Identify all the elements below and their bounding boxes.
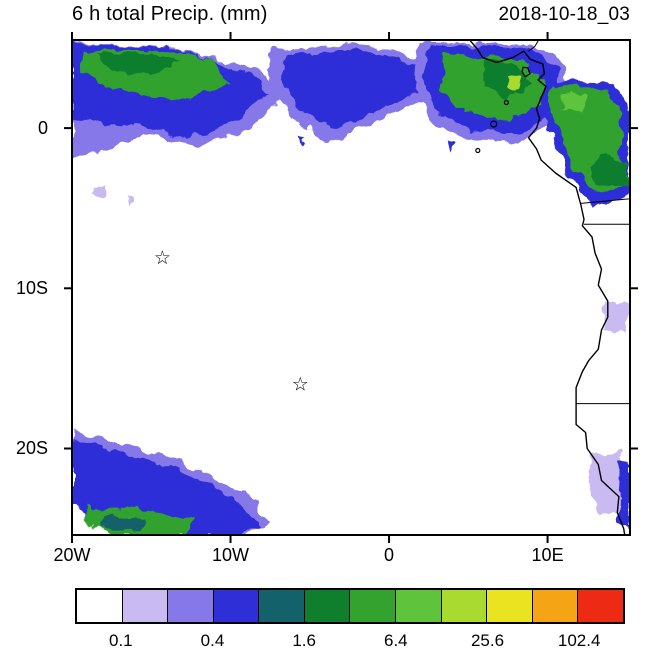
precip-region — [561, 92, 589, 113]
x-tick-label: 0 — [384, 545, 395, 565]
precip-region — [587, 450, 627, 516]
precip-region — [617, 461, 630, 529]
chart-timestamp: 2018-10-18_03 — [498, 4, 630, 25]
x-tick-label: 20W — [53, 545, 91, 565]
precip-region — [297, 136, 305, 146]
x-tick-label: 10E — [531, 545, 564, 565]
colorbar-cell-3 — [213, 590, 260, 622]
colorbar-label: 6.4 — [384, 631, 408, 650]
precip-region — [279, 49, 431, 130]
precip-region — [127, 195, 136, 205]
precip-region — [507, 76, 521, 89]
africa-coastline — [468, 40, 626, 535]
precip-region — [484, 59, 532, 100]
annobon-island — [475, 147, 481, 154]
colorbar-label: 1.6 — [292, 631, 316, 650]
colorbar-label: 0.1 — [109, 631, 133, 650]
y-tick-label: 20S — [15, 438, 48, 459]
colorbar-cell-10 — [532, 590, 579, 622]
bioko-island-coast — [521, 66, 531, 78]
figure-header: 6 h total Precip. (mm) 2018-10-18_03 — [72, 3, 630, 26]
colorbar-cell-1 — [122, 590, 169, 622]
colorbar-cell-6 — [350, 590, 397, 622]
map-clip-group — [72, 40, 630, 535]
congo-border-north — [580, 198, 630, 204]
storm-center-marker: ☆ — [154, 247, 171, 269]
y-tick-label: 10S — [15, 278, 48, 299]
colorbar-cell-11 — [578, 590, 623, 622]
precip-region — [92, 185, 107, 197]
precip-region — [604, 301, 630, 335]
colorbar-cell-4 — [259, 590, 305, 622]
axis-ticks — [64, 32, 638, 543]
precip-region — [446, 142, 454, 153]
colorbar-cell-7 — [396, 590, 442, 622]
precip-region — [95, 52, 180, 74]
nigeria-cameroon-border — [528, 40, 540, 52]
colorbar-cell-8 — [441, 590, 488, 622]
sao-tome-island — [490, 120, 498, 128]
colorbar-cell-0 — [77, 590, 123, 622]
colorbar-cell-5 — [304, 590, 351, 622]
colorbar-label: 25.6 — [470, 631, 505, 650]
chart-title: 6 h total Precip. (mm) — [72, 3, 268, 25]
storm-center-marker: ☆ — [292, 373, 309, 395]
geography — [468, 40, 630, 535]
x-tick-label: 10W — [212, 545, 250, 565]
precip-region — [100, 515, 144, 532]
precip-field — [72, 41, 630, 535]
colorbar — [75, 588, 625, 624]
y-tick-label: 0 — [37, 118, 48, 139]
colorbar-cell-9 — [487, 590, 533, 622]
colorbar-cell-2 — [168, 590, 214, 622]
precip-region — [588, 153, 627, 189]
principe-island — [503, 99, 509, 106]
colorbar-label: 102.4 — [557, 631, 601, 650]
colorbar-label: 0.4 — [200, 631, 225, 650]
